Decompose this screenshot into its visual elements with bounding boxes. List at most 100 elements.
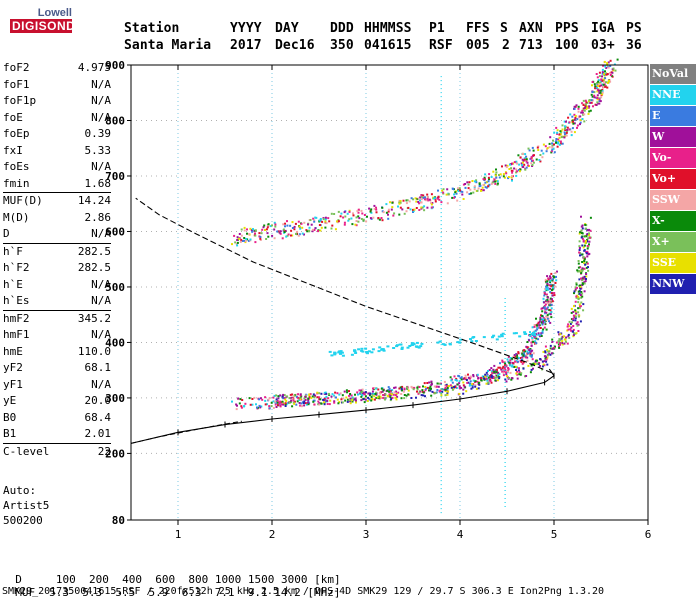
o-trace-echo — [436, 382, 439, 385]
x-trace-echo — [462, 381, 465, 384]
multihop-echo — [518, 170, 521, 173]
x-trace-echo — [583, 235, 586, 238]
spread-echo — [386, 345, 390, 348]
x-trace-echo — [308, 393, 311, 396]
param-name: foE — [3, 110, 23, 124]
x-trace-echo — [274, 403, 277, 406]
multihop-echo — [590, 99, 593, 102]
x-trace-echo — [539, 358, 542, 360]
multihop-echo — [370, 211, 373, 214]
multihop-echo — [454, 191, 457, 194]
x-trace-echo — [471, 383, 474, 386]
multihop-echo — [391, 201, 394, 204]
multihop-echo — [552, 139, 554, 142]
o-trace-echo — [300, 405, 303, 408]
o-trace-echo — [543, 304, 546, 307]
multihop-echo — [339, 215, 342, 218]
o-trace-echo — [468, 384, 471, 387]
x-trace-echo — [370, 399, 373, 402]
multihop-echo — [517, 154, 520, 157]
multihop-echo — [599, 89, 602, 92]
x-trace-echo — [458, 382, 461, 385]
spread-echo — [443, 343, 447, 346]
x-trace-echo — [572, 335, 575, 338]
multihop-echo — [551, 142, 554, 145]
x-trace-echo — [516, 377, 519, 380]
x-trace-echo — [418, 391, 421, 394]
x-trace-echo — [545, 358, 548, 361]
x-trace-echo — [279, 405, 282, 408]
o-trace-echo — [530, 350, 533, 353]
o-trace-echo — [446, 388, 449, 391]
x-trace-echo — [403, 387, 406, 390]
multihop-echo — [596, 98, 599, 101]
multihop-echo — [420, 207, 423, 210]
multihop-echo — [576, 118, 579, 121]
o-trace-echo — [455, 377, 458, 380]
multihop-echo — [570, 130, 573, 133]
o-trace-echo — [284, 402, 287, 405]
x-trace-echo — [566, 342, 569, 345]
x-trace-echo — [568, 325, 571, 328]
multihop-echo — [276, 230, 279, 233]
o-trace-echo — [361, 394, 363, 397]
x-trace-echo — [485, 378, 488, 381]
o-trace-echo — [460, 376, 463, 379]
o-trace-echo — [509, 357, 512, 359]
o-trace-echo — [549, 279, 552, 282]
multihop-echo — [299, 227, 302, 230]
multihop-echo — [584, 103, 587, 106]
multihop-echo — [244, 240, 247, 243]
x-trace-echo — [413, 386, 416, 389]
x-trace-echo — [441, 390, 444, 393]
multihop-echo — [412, 198, 415, 201]
legend-item-xminus: X- — [650, 211, 696, 231]
x-trace-echo — [349, 399, 352, 402]
o-trace-echo — [537, 326, 540, 329]
multihop-echo — [573, 107, 576, 110]
o-trace-echo — [543, 294, 546, 297]
o-trace-echo — [502, 365, 505, 368]
x-trace-echo — [570, 307, 573, 310]
multihop-echo — [566, 128, 569, 131]
o-trace-echo — [272, 400, 275, 403]
multihop-echo — [564, 127, 566, 130]
multihop-echo — [561, 135, 564, 138]
o-trace-echo — [549, 277, 552, 280]
param-row-yf1: yF1 N/A — [3, 377, 111, 394]
multihop-echo — [420, 194, 423, 197]
o-trace-echo — [548, 299, 551, 302]
x-trace-echo — [316, 391, 319, 394]
x-trace-echo — [368, 394, 371, 397]
ionogram-parameter-panel: foF2 4.975 foF1 N/A foF1p N/A foE N/A foEp 0.39 fx… — [3, 60, 111, 460]
o-trace-echo — [264, 399, 267, 402]
x-trace-echo — [338, 401, 341, 403]
multihop-echo — [548, 146, 551, 149]
x-trace-echo — [503, 370, 506, 373]
multihop-echo — [565, 120, 567, 123]
o-trace-echo — [401, 389, 404, 392]
o-trace-echo — [546, 314, 549, 317]
multihop-echo — [416, 198, 419, 200]
o-trace-echo — [264, 396, 267, 399]
param-name: foF1p — [3, 94, 37, 107]
param-value: N/A — [91, 94, 111, 107]
o-trace-echo — [486, 378, 489, 381]
o-trace-echo — [511, 364, 514, 367]
o-trace-echo — [351, 400, 354, 403]
multihop-echo — [606, 81, 609, 84]
multihop-echo — [434, 198, 437, 201]
x-trace-echo — [421, 389, 424, 392]
param-value: N/A — [91, 294, 111, 307]
o-trace-echo — [380, 397, 383, 399]
multihop-echo — [398, 213, 401, 216]
param-row-fxi: fxI 5.33 — [3, 143, 111, 160]
x-trace-echo — [549, 353, 552, 356]
x-trace-echo — [579, 305, 582, 308]
multihop-echo — [498, 174, 500, 176]
o-trace-echo — [553, 292, 556, 294]
multihop-echo — [486, 181, 488, 184]
o-trace-echo — [495, 374, 498, 377]
x-trace-echo — [574, 310, 577, 313]
o-trace-echo — [531, 353, 533, 356]
